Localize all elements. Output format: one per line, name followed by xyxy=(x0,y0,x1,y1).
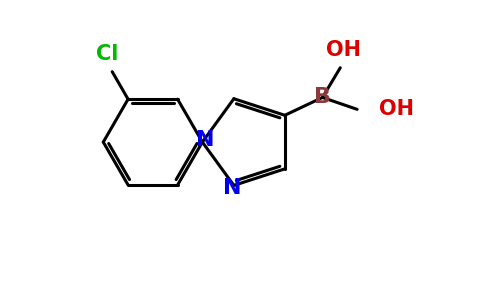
Text: N: N xyxy=(223,178,241,198)
Text: B: B xyxy=(314,88,331,107)
Text: OH: OH xyxy=(379,99,414,119)
Text: OH: OH xyxy=(326,40,361,60)
Text: Cl: Cl xyxy=(96,44,119,64)
Text: N: N xyxy=(196,130,214,150)
